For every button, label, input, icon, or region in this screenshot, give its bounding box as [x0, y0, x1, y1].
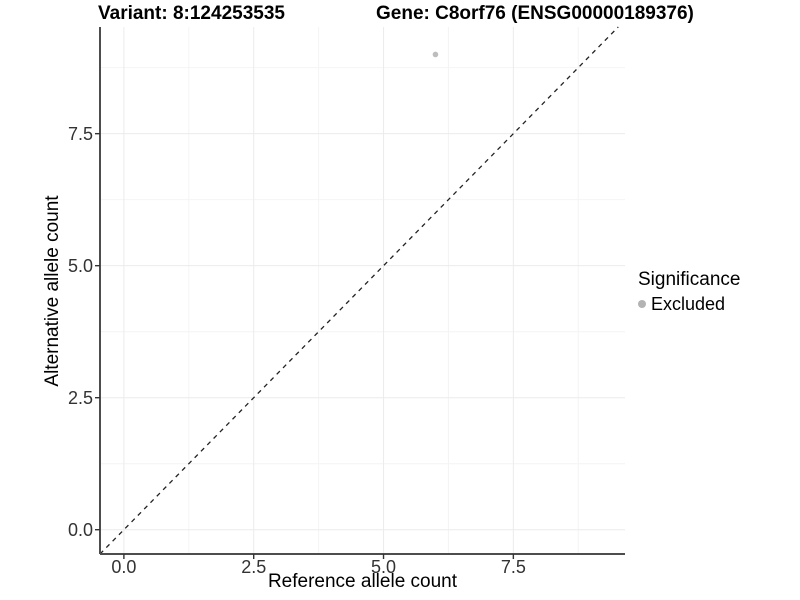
- y-tick-label: 5.0: [67, 255, 93, 276]
- x-axis-title: Reference allele count: [267, 571, 458, 592]
- x-tick-label: 7.5: [500, 557, 526, 577]
- legend-item-label: Excluded: [651, 294, 726, 314]
- x-tick-label: 5.0: [371, 557, 397, 577]
- y-tick-label: 0.0: [67, 519, 93, 540]
- y-tick-label: 7.5: [67, 123, 93, 144]
- plot-title-variant: Variant: 8:124253535: [98, 3, 285, 24]
- legend-item-excluded: Excluded: [638, 293, 740, 315]
- x-axis-tick-labels: 0.0 2.5 5.0 7.5: [100, 556, 625, 578]
- plot-canvas: [95, 26, 625, 559]
- y-axis-tick-labels: 0.0 2.5 5.0 7.5: [38, 27, 93, 554]
- plot-title-gene: Gene: C8orf76 (ENSG00000189376): [376, 3, 694, 24]
- legend: Significance Excluded: [638, 268, 740, 315]
- x-tick-label: 0.0: [111, 557, 137, 577]
- identity-reference-line: [99, 26, 619, 555]
- plot-panel: [95, 26, 625, 559]
- legend-title: Significance: [638, 269, 741, 290]
- y-tick-label: 2.5: [67, 387, 93, 408]
- x-tick-label: 2.5: [241, 557, 267, 577]
- data-point-excluded: [432, 51, 439, 58]
- legend-marker-circle-icon: [638, 300, 646, 308]
